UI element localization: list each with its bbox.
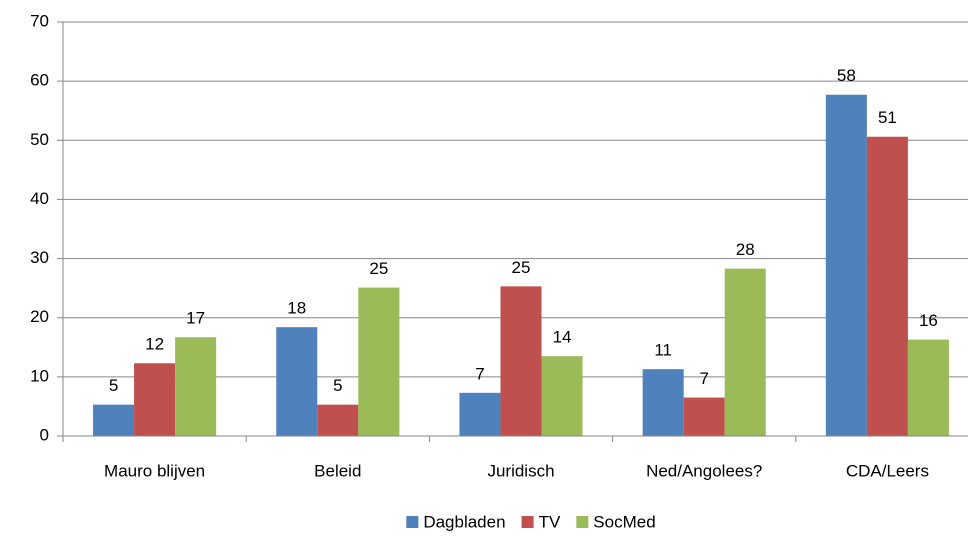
bar — [358, 287, 400, 436]
value-label: 5 — [109, 376, 118, 395]
value-label: 7 — [475, 364, 484, 383]
legend-swatch — [521, 516, 534, 528]
bar — [459, 392, 501, 436]
value-label: 16 — [919, 311, 938, 330]
y-tick-label: 40 — [30, 189, 49, 208]
bar — [317, 404, 359, 436]
bar — [724, 268, 766, 436]
bar — [93, 404, 135, 436]
bar — [134, 363, 176, 436]
x-tick-label: Beleid — [314, 461, 361, 480]
bar — [866, 136, 908, 437]
value-label: 12 — [145, 335, 164, 354]
bar — [541, 356, 583, 436]
value-label: 18 — [287, 299, 306, 318]
bar — [500, 286, 542, 436]
bar — [276, 327, 318, 436]
legend-swatch — [406, 516, 419, 528]
bar — [642, 369, 684, 436]
x-tick-label: CDA/Leers — [846, 461, 929, 480]
bar — [825, 94, 867, 436]
legend-label: Dagbladen — [423, 512, 505, 531]
y-tick-label: 50 — [30, 130, 49, 149]
value-label: 5 — [333, 376, 342, 395]
legend-label: TV — [539, 512, 561, 531]
legend-swatch — [576, 516, 589, 528]
bar — [683, 397, 725, 436]
legend-label: SocMed — [593, 512, 655, 531]
y-tick-label: 70 — [30, 11, 49, 30]
y-tick-label: 20 — [30, 307, 49, 326]
x-tick-label: Juridisch — [487, 461, 554, 480]
value-label: 25 — [512, 258, 531, 277]
value-label: 25 — [369, 259, 388, 278]
x-tick-label: Mauro blijven — [104, 461, 205, 480]
value-label: 58 — [837, 66, 856, 85]
value-label: 11 — [654, 341, 672, 360]
y-tick-label: 0 — [40, 425, 49, 444]
y-tick-label: 30 — [30, 248, 49, 267]
value-label: 17 — [186, 309, 205, 328]
y-tick-label: 10 — [30, 366, 49, 385]
bar — [175, 337, 217, 436]
x-tick-label: Ned/Angolees? — [646, 461, 762, 480]
value-label: 14 — [553, 328, 572, 347]
y-tick-label: 60 — [30, 71, 49, 90]
value-label: 7 — [699, 369, 708, 388]
value-label: 51 — [878, 108, 897, 127]
bar — [907, 339, 949, 436]
value-label: 28 — [736, 240, 755, 259]
